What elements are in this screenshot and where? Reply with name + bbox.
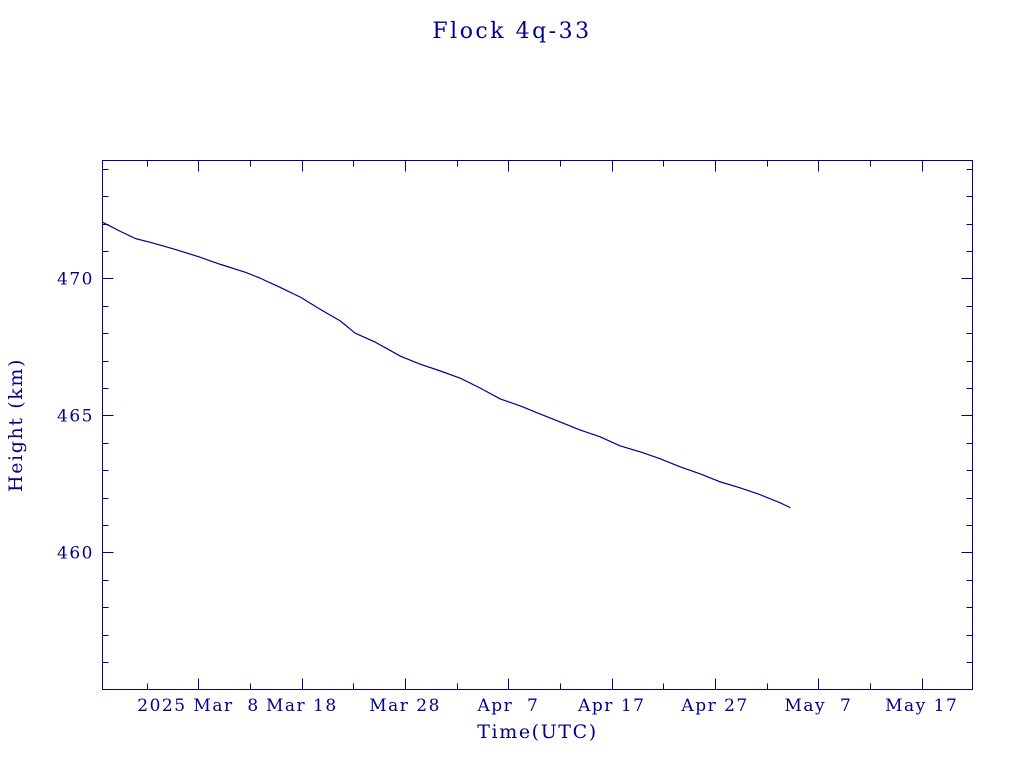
y-tick-label: 465 — [57, 406, 94, 426]
x-axis-label: Time(UTC) — [477, 721, 597, 743]
x-tick-label: Apr 7 — [476, 696, 539, 716]
x-axis-tick-labels: 2025 Mar 8 Mar 18 Mar 28 Apr 7 Apr 17 Apr 27 M… — [137, 696, 958, 716]
x-tick-label: Mar 28 — [369, 696, 441, 716]
y-axis-label: Height (km) — [5, 358, 27, 492]
series-line — [101, 221, 791, 509]
x-tick-label: Apr 27 — [680, 696, 748, 716]
x-tick-label: Apr 17 — [577, 696, 645, 716]
y-tick-label: 460 — [57, 544, 94, 564]
x-tick-label: May 7 — [785, 696, 853, 716]
x-tick-label: 2025 Mar 8 — [137, 696, 259, 716]
series-lines — [101, 221, 791, 509]
y-axis-ticks — [102, 169, 973, 663]
x-axis-ticks — [147, 160, 923, 690]
y-tick-label: 470 — [57, 269, 94, 289]
y-axis-tick-labels: 460 465 470 — [57, 269, 94, 564]
chart-title: Flock 4q-33 — [432, 19, 591, 44]
plot-frame — [102, 160, 973, 690]
x-tick-label: May 17 — [885, 696, 958, 716]
x-tick-label: Mar 18 — [266, 696, 338, 716]
